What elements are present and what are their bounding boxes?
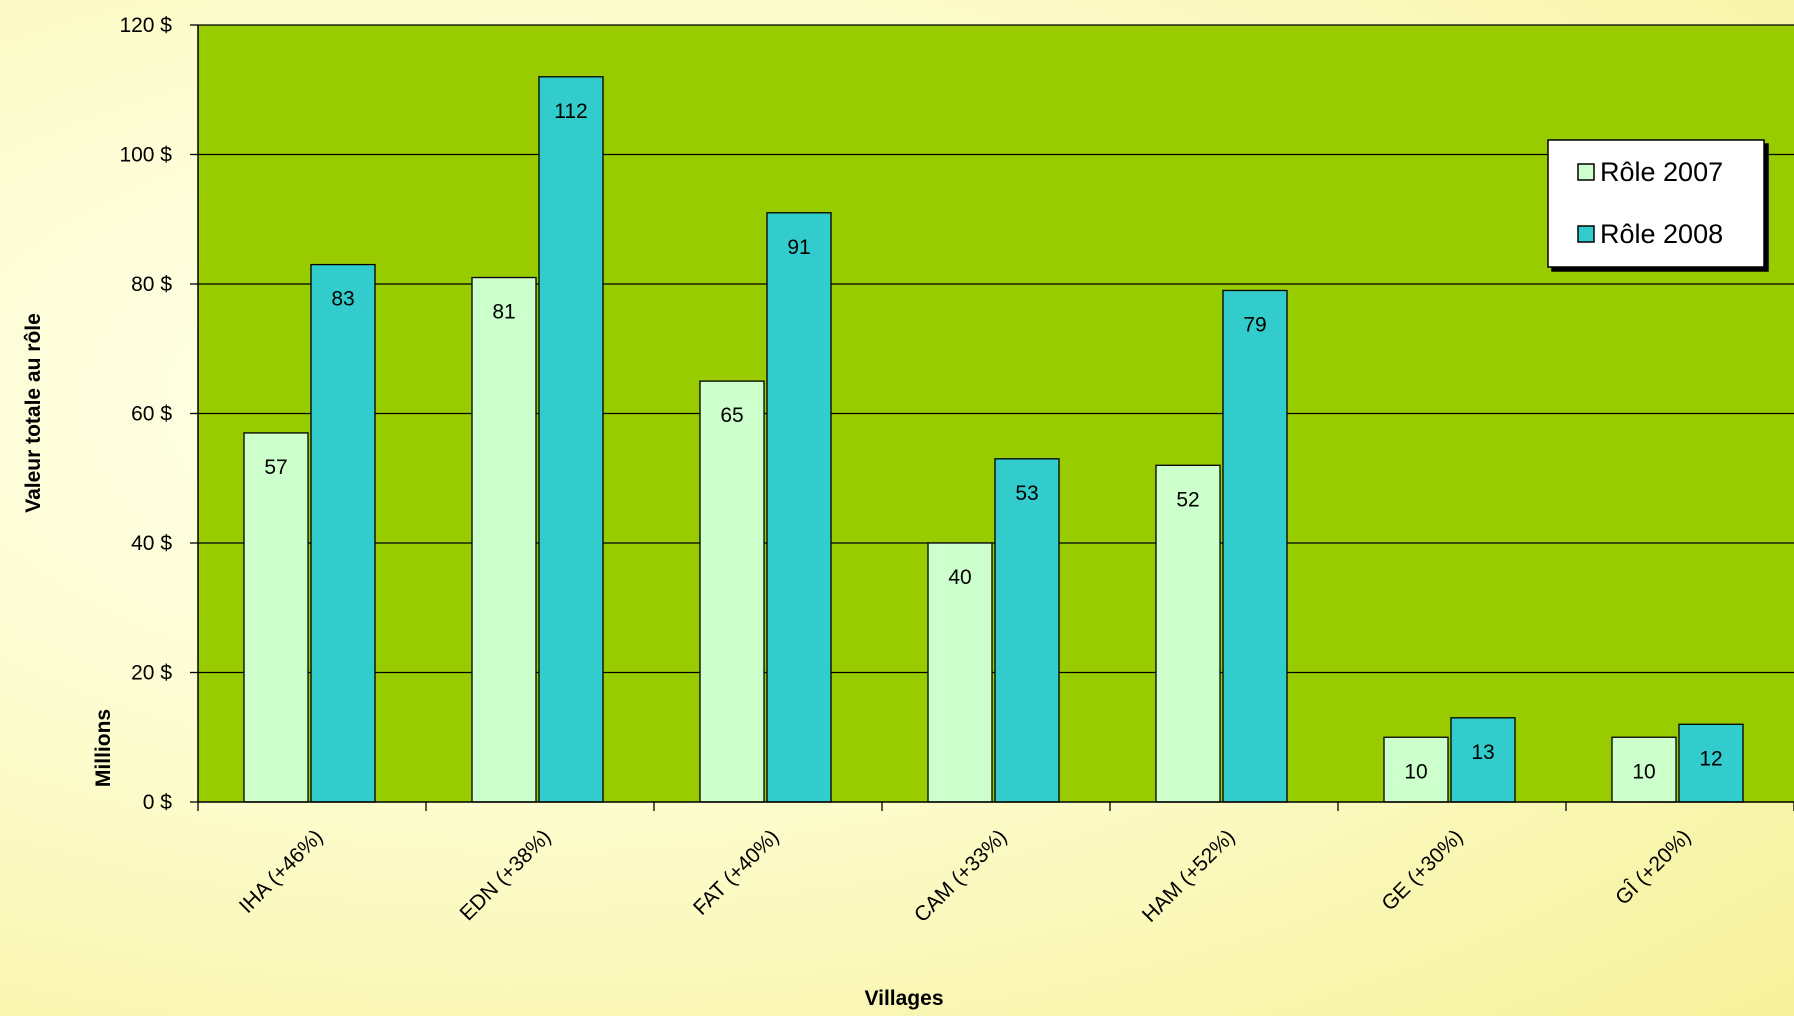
data-label-rôle-2008: 79 <box>1243 313 1266 336</box>
data-label-rôle-2007: 57 <box>264 456 287 479</box>
legend-swatch-2008 <box>1577 225 1595 243</box>
x-tick-label: GÎ (+20%) <box>1611 825 1695 909</box>
x-tick-label: CAM (+33%) <box>910 825 1012 927</box>
legend-box <box>1547 139 1765 268</box>
data-label-rôle-2008: 53 <box>1015 482 1038 505</box>
legend-label-2007: Rôle 2007 <box>1600 157 1723 187</box>
data-label-rôle-2007: 10 <box>1404 760 1427 783</box>
x-tick-label: GE (+30%) <box>1377 825 1467 915</box>
data-label-rôle-2008: 13 <box>1471 741 1494 764</box>
y-tick-label: 0 $ <box>143 791 173 814</box>
bar-rôle-2007 <box>1155 464 1221 803</box>
data-label-rôle-2007: 52 <box>1176 488 1199 511</box>
y-tick-label: 100 $ <box>119 144 172 167</box>
legend: Rôle 2007 Rôle 2008 <box>1547 139 1765 268</box>
bar-rôle-2008 <box>1222 289 1288 803</box>
data-label-rôle-2008: 12 <box>1699 747 1722 770</box>
y-tick-label: 20 $ <box>131 662 172 685</box>
y-tick-label: 40 $ <box>131 532 172 555</box>
bar-rôle-2007 <box>699 380 765 803</box>
data-label-rôle-2007: 65 <box>720 404 743 427</box>
x-axis-title: Villages <box>865 987 944 1010</box>
bar-rôle-2008 <box>310 263 376 803</box>
bar-rôle-2008 <box>538 76 604 803</box>
data-label-rôle-2007: 10 <box>1632 760 1655 783</box>
legend-swatch-2007 <box>1577 163 1595 181</box>
bar-rôle-2007 <box>927 542 993 803</box>
bar-rôle-2008 <box>766 212 832 803</box>
data-label-rôle-2007: 40 <box>948 566 971 589</box>
legend-label-2008: Rôle 2008 <box>1600 219 1723 249</box>
y-axis-title: Valeur totale au rôle <box>22 313 45 513</box>
y-tick-label: 120 $ <box>119 14 172 37</box>
bar-rôle-2007 <box>243 432 309 803</box>
y-axis-unit: Millions <box>92 709 115 787</box>
x-tick-label: HAM (+52%) <box>1138 825 1240 927</box>
data-label-rôle-2007: 81 <box>492 301 515 324</box>
x-tick-label: EDN (+38%) <box>456 825 556 925</box>
x-tick-label: FAT (+40%) <box>689 825 784 920</box>
x-tick-label: IHA (+46%) <box>235 825 328 918</box>
y-tick-label: 80 $ <box>131 273 172 296</box>
y-tick-label: 60 $ <box>131 403 172 426</box>
data-label-rôle-2008: 91 <box>787 236 810 259</box>
bar-rôle-2008 <box>994 458 1060 803</box>
data-label-rôle-2008: 83 <box>331 288 354 311</box>
data-label-rôle-2008: 112 <box>554 100 587 123</box>
bar-rôle-2007 <box>471 276 537 803</box>
